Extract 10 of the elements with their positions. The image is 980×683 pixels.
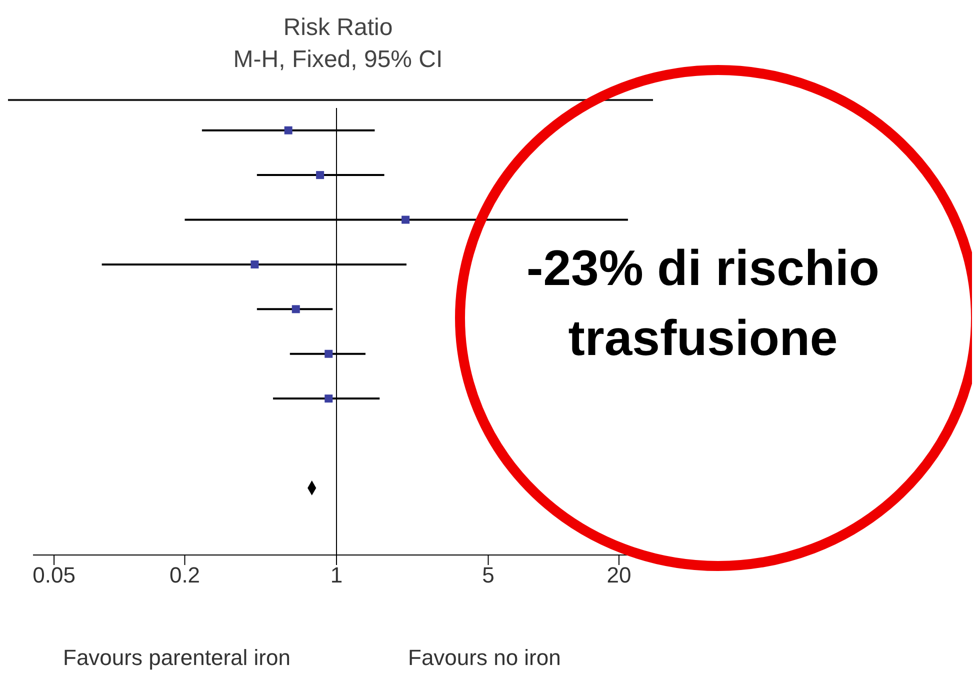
x-tick-label: 0.2 [169, 562, 200, 588]
x-tick-label: 20 [606, 562, 632, 588]
chart-subtitle: M-H, Fixed, 95% CI [232, 45, 444, 75]
x-tick-label: 1 [330, 562, 343, 588]
text: Favours parenteral iron [63, 644, 292, 672]
x-tick-label: 5 [482, 562, 494, 588]
x-tick-label: 0.05 [32, 562, 76, 588]
chart-title: Risk Ratio [282, 13, 394, 43]
text: Favours no iron [408, 644, 562, 672]
annotation: -23% di rischio trasfusione [526, 239, 880, 368]
